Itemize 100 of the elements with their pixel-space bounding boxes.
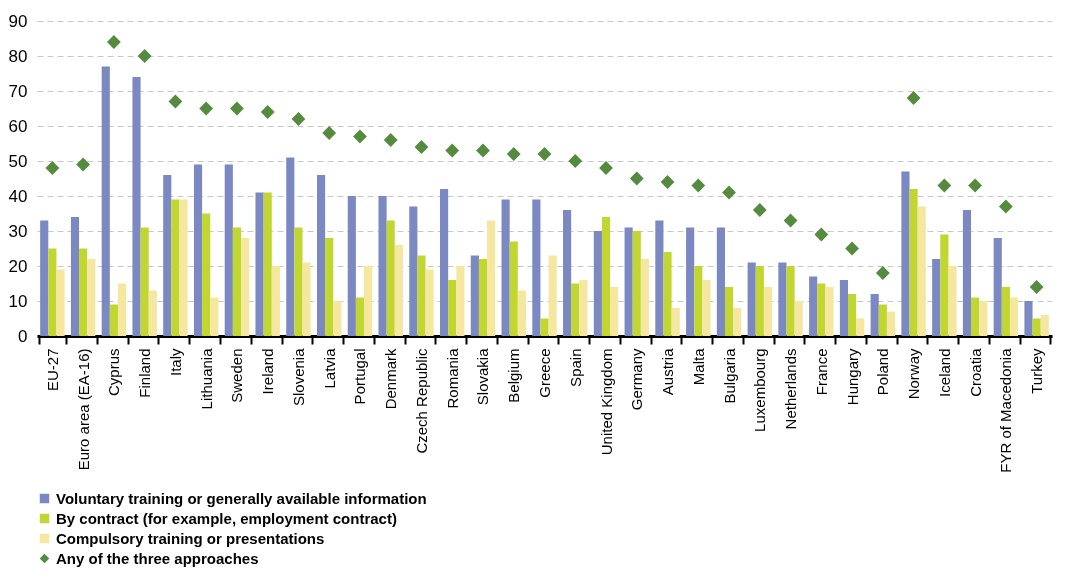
bar — [839, 280, 848, 336]
bar — [1024, 301, 1033, 336]
bar — [79, 248, 88, 336]
point — [998, 199, 1013, 214]
bar — [601, 217, 611, 336]
point — [230, 101, 244, 116]
bar — [610, 287, 619, 336]
bar — [456, 266, 465, 336]
x-tick-label: Hungary — [843, 348, 861, 406]
bar — [778, 262, 787, 336]
x-tick-label: Luxembourg — [751, 348, 769, 432]
point — [1029, 280, 1044, 294]
bar — [655, 220, 664, 336]
bar — [140, 227, 149, 336]
bar — [364, 266, 373, 336]
point — [875, 266, 890, 280]
bar — [179, 199, 188, 336]
x-tick-label: Bulgaria — [720, 347, 738, 404]
point — [322, 126, 337, 140]
bar — [193, 164, 203, 336]
bar — [40, 220, 49, 336]
point — [506, 147, 521, 161]
x-tick-label: Slovakia — [474, 347, 492, 406]
bar — [440, 189, 449, 336]
x-tick-label: Iceland — [935, 348, 953, 397]
bar — [878, 304, 887, 336]
bar — [241, 238, 250, 336]
bar — [409, 206, 418, 336]
y-tick-label: 60 — [8, 116, 28, 136]
bar — [724, 287, 734, 336]
x-tick-label: Lithuania — [197, 347, 215, 410]
bar — [333, 301, 342, 336]
point — [691, 178, 706, 193]
x-tick-label: Latvia — [320, 347, 338, 389]
x-tick-label: Croatia — [966, 347, 984, 397]
bar — [733, 308, 742, 336]
x-tick-label: Denmark — [382, 348, 400, 410]
bar — [202, 213, 211, 336]
bar — [101, 66, 110, 336]
bar — [1040, 315, 1049, 336]
legend-label: Compulsory training or presentations — [56, 529, 325, 547]
point — [752, 203, 767, 217]
point — [814, 227, 829, 242]
bar — [263, 192, 272, 336]
point — [629, 171, 644, 186]
x-tick-label: United Kingdom — [597, 348, 615, 456]
bar — [255, 192, 264, 336]
bar — [593, 231, 602, 336]
legend-label: Any of the three approaches — [56, 549, 259, 567]
point — [76, 157, 91, 172]
bar — [425, 269, 434, 336]
bar — [962, 210, 972, 336]
bar — [663, 252, 672, 336]
point — [199, 101, 214, 116]
bar — [540, 318, 549, 336]
point — [45, 161, 60, 175]
bar — [809, 276, 818, 336]
bar — [87, 259, 96, 336]
x-tick-label: Belgium — [505, 348, 523, 403]
bar — [509, 241, 518, 336]
bar — [302, 262, 311, 336]
bar — [109, 304, 118, 336]
x-tick-label: Sweden — [228, 348, 246, 403]
bar — [624, 227, 633, 336]
bar — [132, 77, 141, 336]
x-tick-label: Netherlands — [782, 348, 800, 430]
point — [968, 178, 982, 193]
bar — [1009, 297, 1019, 336]
x-tick-label: EU-27 — [43, 348, 61, 392]
bar — [848, 294, 857, 336]
x-tick-label: FYR of Macedonia — [997, 347, 1015, 473]
bar — [325, 238, 334, 336]
x-tick-label: Norway — [905, 348, 923, 400]
bar — [940, 234, 949, 336]
bar — [478, 259, 488, 336]
bar — [825, 287, 834, 336]
x-tick-label: Greece — [536, 348, 553, 398]
bar — [56, 269, 65, 336]
legend-label: By contract (for example, employment contract) — [56, 509, 397, 527]
bar — [1001, 287, 1010, 336]
point — [353, 129, 367, 144]
bar — [763, 287, 773, 336]
x-tick-label: Euro area (EA-16) — [74, 348, 92, 471]
bar — [794, 301, 803, 336]
point — [568, 154, 583, 168]
x-tick-label: Germany — [628, 348, 646, 411]
x-tick-label: Austria — [659, 347, 677, 396]
bar — [394, 245, 403, 336]
bar — [224, 164, 233, 336]
bar — [640, 259, 649, 336]
legend-label: Voluntary training or generally available information — [56, 489, 427, 507]
bar — [716, 227, 725, 336]
y-tick-label: 90 — [8, 11, 28, 31]
bar — [232, 227, 241, 336]
x-tick-label: Malta — [689, 347, 707, 386]
x-tick-label: Poland — [874, 348, 892, 396]
x-tick-label: Romania — [443, 347, 461, 409]
bar — [886, 311, 896, 336]
bar — [632, 231, 641, 336]
bar — [817, 283, 826, 336]
